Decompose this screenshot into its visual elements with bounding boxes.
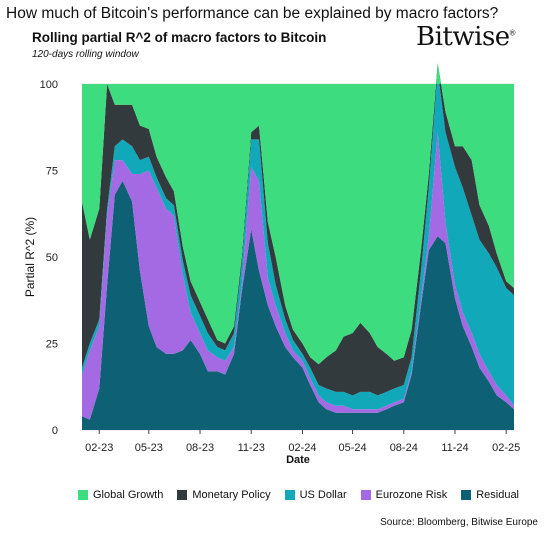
axis-layer: 0 25 50 75 100 02-23 05-23 08-23 11-23 02-24 05-24… <box>23 79 520 466</box>
legend: Global Growth Monetary Policy US Dollar Eur… <box>78 489 519 501</box>
legend-label: Residual <box>476 489 520 501</box>
legend-item-global-growth: Global Growth <box>78 489 163 501</box>
legend-swatch <box>360 490 371 500</box>
area-residual <box>82 180 514 430</box>
legend-item-residual: Residual <box>461 489 519 501</box>
brand-name: Bitwise <box>416 22 510 52</box>
area-layer <box>82 63 514 430</box>
legend-swatch <box>78 490 88 500</box>
x-tick-label: 11-23 <box>238 442 265 454</box>
x-tick-label: 08-24 <box>390 442 418 454</box>
chart-subtitle: 120-days rolling window <box>32 49 139 60</box>
y-tick-label: 0 <box>52 425 58 437</box>
legend-item-monetary-policy: Monetary Policy <box>177 489 271 501</box>
y-tick-label: 25 <box>46 339 58 351</box>
legend-item-eurozone-risk: Eurozone Risk <box>360 489 448 501</box>
x-tick-label: 05-23 <box>135 442 163 454</box>
legend-swatch <box>177 490 188 500</box>
legend-label: Monetary Policy <box>192 489 271 501</box>
chart-title: Rolling partial R^2 of macro factors to … <box>32 30 327 45</box>
header-question: How much of Bitcoin's performance can be… <box>6 5 499 22</box>
area-eurozone-risk <box>82 132 514 420</box>
y-tick-label: 75 <box>46 166 58 178</box>
x-axis-title: Date <box>286 454 310 466</box>
legend-label: Global Growth <box>93 489 164 501</box>
x-tick-label: 02-25 <box>492 442 520 454</box>
legend-label: Eurozone Risk <box>375 489 448 501</box>
x-tick-label: 11-24 <box>441 442 468 454</box>
y-axis-title: Partial R^2 (%) <box>23 217 37 297</box>
source-note: Source: Bloomberg, Bitwise Europe <box>380 517 538 528</box>
legend-item-us-dollar: US Dollar <box>284 489 347 501</box>
y-tick-label: 50 <box>46 252 58 264</box>
legend-swatch <box>284 490 295 500</box>
brand-registered-mark: ® <box>509 28 516 38</box>
area-global-growth <box>82 63 514 365</box>
area-us-dollar <box>82 70 514 410</box>
legend-label: US Dollar <box>299 489 347 501</box>
x-tick-label: 02-23 <box>85 442 113 454</box>
legend-swatch <box>461 490 472 500</box>
y-tick-label: 100 <box>40 79 58 91</box>
brand-logo: Bitwise® <box>416 22 516 52</box>
x-tick-label: 05-24 <box>338 442 366 454</box>
x-tick-label: 02-24 <box>288 442 316 454</box>
x-tick-label: 08-23 <box>186 442 214 454</box>
